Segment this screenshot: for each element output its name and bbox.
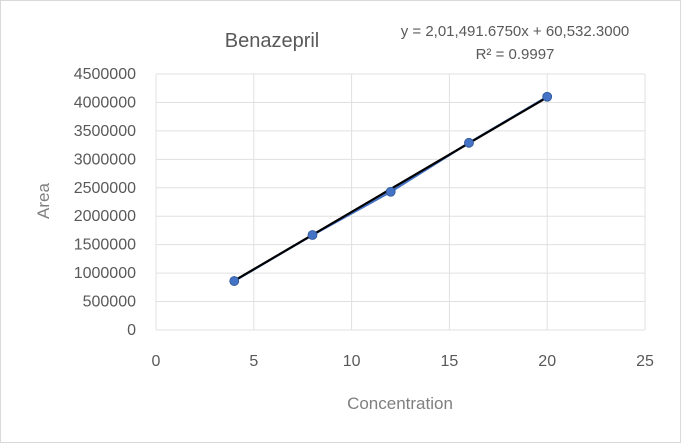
y-tick-label: 2000000 bbox=[74, 208, 136, 225]
x-tick-label: 25 bbox=[636, 353, 654, 370]
y-tick-label: 500000 bbox=[83, 294, 136, 311]
x-tick-label: 10 bbox=[343, 353, 361, 370]
x-tick-label: 15 bbox=[441, 353, 459, 370]
data-point bbox=[385, 186, 396, 197]
data-point bbox=[229, 276, 240, 286]
data-point bbox=[542, 91, 553, 102]
x-tick-labels: 0 5 10 15 20 25 bbox=[152, 353, 654, 370]
chart-title: Benazepril bbox=[225, 30, 320, 52]
gridlines bbox=[155, 73, 646, 331]
y-tick-label: 1000000 bbox=[74, 265, 136, 282]
trendline-r-squared: R² = 0.9997 bbox=[476, 46, 555, 63]
x-axis-title: Concentration bbox=[347, 394, 453, 413]
x-tick-label: 20 bbox=[538, 353, 556, 370]
y-tick-label: 1500000 bbox=[74, 237, 136, 254]
y-tick-label: 0 bbox=[127, 322, 136, 339]
y-tick-label: 4500000 bbox=[74, 66, 136, 83]
data-point bbox=[464, 137, 474, 148]
y-axis-title: Area bbox=[34, 183, 53, 219]
x-tick-label: 5 bbox=[249, 353, 258, 370]
x-tick-label: 0 bbox=[152, 353, 161, 370]
y-tick-label: 3500000 bbox=[74, 123, 136, 140]
data-point bbox=[307, 230, 318, 240]
y-tick-label: 2500000 bbox=[74, 180, 136, 197]
y-tick-label: 3000000 bbox=[74, 151, 136, 168]
data-points bbox=[229, 91, 553, 286]
trendline-equation: y = 2,01,491.6750x + 60,532.3000 bbox=[401, 23, 630, 40]
y-tick-labels: 0 500000 1000000 1500000 2000000 2500000 30000… bbox=[74, 66, 136, 339]
y-tick-label: 4000000 bbox=[74, 94, 136, 111]
